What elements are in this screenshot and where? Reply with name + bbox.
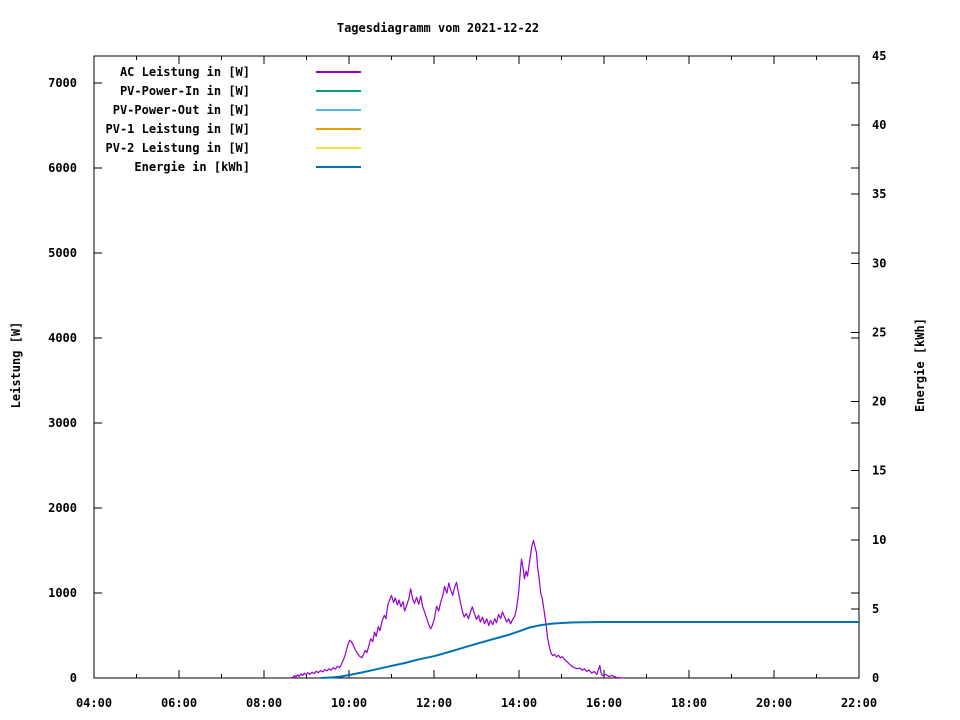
x-tick-label: 20:00 — [756, 696, 792, 710]
y-right-tick-label: 25 — [872, 325, 886, 339]
y-left-tick-label: 5000 — [48, 246, 77, 260]
legend-item-label: AC Leistung in [W] — [120, 65, 250, 79]
x-tick-label: 08:00 — [246, 696, 282, 710]
y-right-tick-label: 10 — [872, 533, 886, 547]
chart-title: Tagesdiagramm vom 2021-12-22 — [336, 21, 540, 35]
x-tick-label: 04:00 — [76, 696, 112, 710]
series-line-0 — [290, 539, 625, 679]
y-right-tick-label: 40 — [872, 118, 886, 132]
legend-item-label: Energie in [kWh] — [134, 160, 250, 174]
x-tick-label: 18:00 — [671, 696, 707, 710]
y-left-tick-label: 2000 — [48, 501, 77, 515]
x-tick-label: 12:00 — [416, 696, 452, 710]
x-tick-label: 10:00 — [331, 696, 367, 710]
y-right-tick-label: 5 — [872, 602, 879, 616]
legend-item-label: PV-Power-Out in [W] — [113, 103, 250, 117]
y-right-tick-label: 20 — [872, 395, 886, 409]
legend-item-label: PV-2 Leistung in [W] — [106, 141, 251, 155]
y-right-tick-label: 0 — [872, 671, 879, 685]
series-line-5 — [321, 621, 859, 679]
x-tick-label: 22:00 — [841, 696, 877, 710]
y-right-tick-label: 45 — [872, 49, 886, 63]
y-left-tick-label: 4000 — [48, 331, 77, 345]
x-tick-label: 16:00 — [586, 696, 622, 710]
x-tick-label: 14:00 — [501, 696, 537, 710]
legend-item-label: PV-1 Leistung in [W] — [106, 122, 251, 136]
y-left-tick-label: 3000 — [48, 416, 77, 430]
y-right-tick-label: 30 — [872, 256, 886, 270]
y-right-tick-label: 35 — [872, 187, 886, 201]
legend-item-label: PV-Power-In in [W] — [120, 84, 250, 98]
y-left-tick-label: 7000 — [48, 76, 77, 90]
y-left-tick-label: 0 — [70, 671, 77, 685]
y-right-tick-label: 15 — [872, 464, 886, 478]
x-tick-label: 06:00 — [161, 696, 197, 710]
y-left-tick-label: 6000 — [48, 161, 77, 175]
y-left-tick-label: 1000 — [48, 586, 77, 600]
